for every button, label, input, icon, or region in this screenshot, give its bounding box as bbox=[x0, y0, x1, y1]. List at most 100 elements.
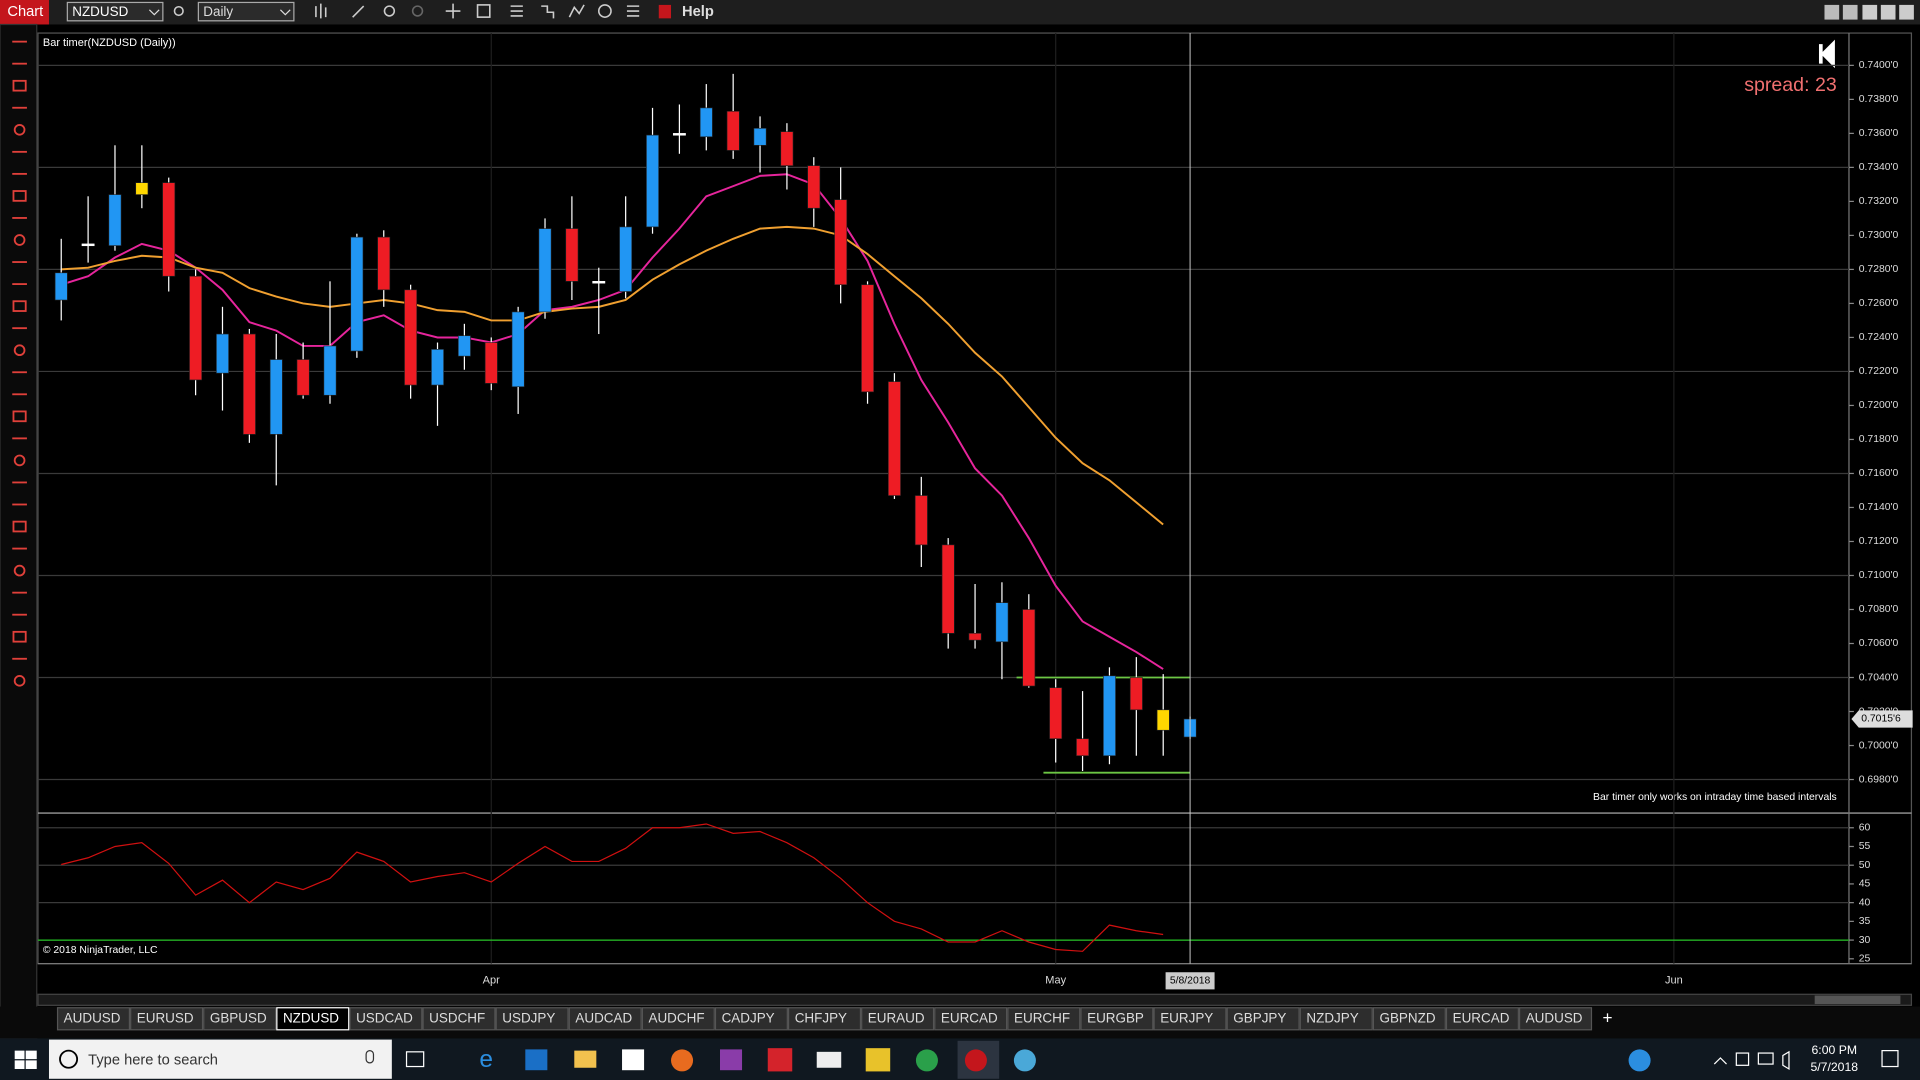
tool-icon[interactable] bbox=[12, 520, 27, 533]
interval-select[interactable] bbox=[197, 1, 295, 22]
instrument-select[interactable] bbox=[66, 1, 164, 22]
instrument-tab[interactable] bbox=[1007, 1007, 1081, 1031]
chart-menu-label[interactable]: Chart bbox=[7, 4, 43, 20]
instrument-tab-label[interactable]: AUDUSD bbox=[64, 1010, 121, 1025]
candle-body bbox=[135, 182, 149, 195]
candle-body bbox=[1076, 738, 1089, 757]
instrument-tab-label[interactable]: GBPJPY bbox=[1233, 1010, 1286, 1025]
candle-body bbox=[54, 272, 68, 301]
mic-icon[interactable] bbox=[365, 1050, 375, 1064]
instrument-tab-label[interactable]: AUDCHF bbox=[648, 1010, 704, 1025]
instrument-tab-label[interactable]: EURJPY bbox=[1160, 1010, 1213, 1025]
search-placeholder[interactable]: Type here to search bbox=[88, 1052, 218, 1068]
taskbar-apps[interactable]: e bbox=[405, 1040, 1036, 1079]
instrument-tab[interactable] bbox=[1080, 1007, 1154, 1031]
candle-body bbox=[1156, 709, 1170, 731]
tool-icon[interactable] bbox=[12, 630, 27, 643]
candle-body bbox=[834, 199, 848, 286]
y-tick-label: 0.7320'0 bbox=[1859, 196, 1899, 207]
scrollbar[interactable] bbox=[37, 993, 1913, 1006]
ninja-icon[interactable] bbox=[658, 4, 672, 19]
instrument-tab[interactable] bbox=[1445, 1007, 1519, 1031]
instrument-tab[interactable] bbox=[276, 1007, 350, 1031]
y-tick-label: 0.7280'0 bbox=[1859, 264, 1899, 275]
tool-icon[interactable] bbox=[13, 123, 26, 136]
svg-text:e: e bbox=[479, 1046, 493, 1073]
instrument-tab-label[interactable]: EURCAD bbox=[1453, 1010, 1510, 1025]
instrument-tab-label[interactable]: EURUSD bbox=[137, 1010, 194, 1025]
instrument-tab-label[interactable]: GBPNZD bbox=[1380, 1010, 1436, 1025]
search-box[interactable] bbox=[48, 1039, 392, 1079]
instrument-tab[interactable] bbox=[1518, 1007, 1593, 1031]
instrument-tab[interactable] bbox=[568, 1007, 642, 1031]
instrument-tab-label[interactable]: NZDUSD bbox=[283, 1010, 339, 1025]
add-tab[interactable]: + bbox=[1602, 1007, 1612, 1027]
candle-body bbox=[619, 226, 633, 292]
tool-icon[interactable] bbox=[13, 454, 26, 467]
interval-label[interactable]: Daily bbox=[203, 4, 233, 19]
instrument-tab-label[interactable]: USDCAD bbox=[356, 1010, 413, 1025]
tray-icons[interactable] bbox=[1713, 1050, 1899, 1071]
instrument-tab[interactable] bbox=[934, 1007, 1008, 1031]
candle-body bbox=[162, 182, 176, 277]
instrument-tab-label[interactable]: EURCHF bbox=[1014, 1010, 1070, 1025]
instrument-tab[interactable] bbox=[861, 1007, 935, 1031]
instrument-tab-label[interactable]: USDCHF bbox=[429, 1010, 485, 1025]
instrument-label[interactable]: NZDUSD bbox=[72, 4, 128, 19]
window-controls[interactable] bbox=[1824, 4, 1914, 20]
instrument-tab[interactable] bbox=[495, 1007, 569, 1031]
instrument-tab-label[interactable]: AUDUSD bbox=[1526, 1010, 1583, 1025]
help-menu[interactable]: Help bbox=[682, 4, 714, 20]
scrollbar-thumb[interactable] bbox=[1814, 995, 1901, 1005]
instrument-tab-label[interactable]: EURAUD bbox=[868, 1010, 925, 1025]
tool-icon[interactable] bbox=[13, 344, 26, 357]
instrument-tab[interactable] bbox=[714, 1007, 788, 1031]
y-tick-label: 0.7220'0 bbox=[1859, 366, 1899, 377]
copyright: © 2018 NinjaTrader, LLC bbox=[43, 945, 158, 956]
candle-body bbox=[565, 228, 579, 282]
instrument-tab[interactable] bbox=[641, 1007, 715, 1031]
instrument-tab[interactable] bbox=[349, 1007, 423, 1031]
instrument-tab[interactable] bbox=[1299, 1007, 1373, 1031]
instrument-tab[interactable] bbox=[1226, 1007, 1300, 1031]
drawing-tools[interactable] bbox=[12, 40, 27, 687]
y-tick-label: 0.7000'0 bbox=[1859, 740, 1899, 751]
instrument-tab[interactable] bbox=[203, 1007, 277, 1031]
instrument-tab-label[interactable]: CADJPY bbox=[722, 1010, 775, 1025]
candle-body bbox=[296, 359, 310, 396]
tool-icon[interactable] bbox=[13, 564, 26, 577]
chart-menu[interactable] bbox=[0, 0, 49, 25]
candle-body bbox=[81, 243, 95, 247]
instrument-tab[interactable] bbox=[1153, 1007, 1227, 1031]
instrument-tab[interactable] bbox=[56, 1007, 131, 1031]
candle-body bbox=[269, 359, 283, 435]
candle-body bbox=[861, 284, 874, 393]
toolbar-icons[interactable] bbox=[173, 3, 640, 19]
instrument-tab[interactable] bbox=[787, 1007, 862, 1031]
instrument-tab[interactable] bbox=[422, 1007, 496, 1031]
help-tray-icon[interactable] bbox=[1628, 1049, 1651, 1072]
instrument-tab-label[interactable]: USDJPY bbox=[502, 1010, 555, 1025]
tool-icon[interactable] bbox=[13, 675, 26, 687]
candle-body bbox=[457, 335, 471, 357]
instrument-tab-label[interactable]: EURGBP bbox=[1087, 1010, 1144, 1025]
tool-icon[interactable] bbox=[12, 410, 27, 423]
tool-icon[interactable] bbox=[12, 300, 27, 312]
tool-icon[interactable] bbox=[12, 79, 27, 92]
crosshair-date-box bbox=[1165, 972, 1215, 990]
start-button[interactable] bbox=[14, 1050, 37, 1069]
candle-body bbox=[968, 632, 982, 641]
instrument-tab-label[interactable]: EURCAD bbox=[941, 1010, 998, 1025]
instrument-tab[interactable] bbox=[130, 1007, 204, 1031]
instrument-tab-label[interactable]: CHFJPY bbox=[795, 1010, 847, 1025]
bar-timer-icon bbox=[1818, 39, 1835, 69]
candle-body bbox=[216, 333, 229, 374]
instrument-tab-label[interactable]: NZDJPY bbox=[1306, 1010, 1358, 1025]
instrument-tab[interactable] bbox=[1372, 1007, 1446, 1031]
instrument-tab-label[interactable]: GBPUSD bbox=[210, 1010, 267, 1025]
instrument-tab-label[interactable]: AUDCAD bbox=[575, 1010, 632, 1025]
tool-icon[interactable] bbox=[13, 234, 26, 246]
tool-icon[interactable] bbox=[12, 190, 27, 202]
y-tick-label: 45 bbox=[1859, 879, 1871, 890]
indicator-line bbox=[61, 823, 1164, 952]
